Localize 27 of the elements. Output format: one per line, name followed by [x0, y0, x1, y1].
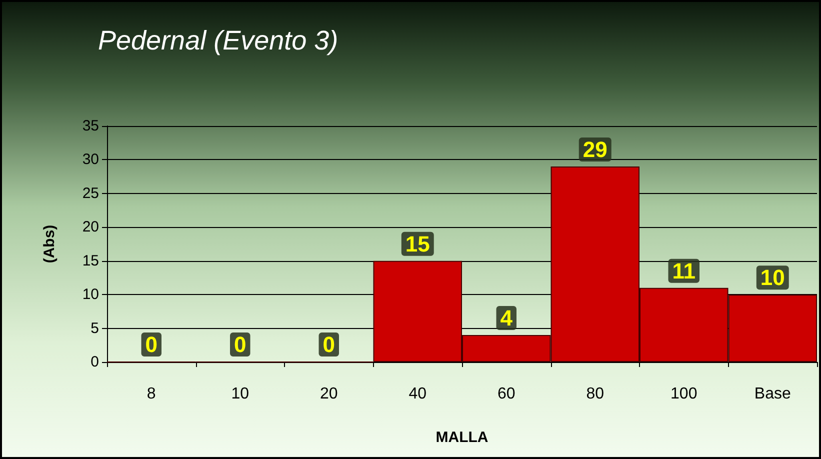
y-tick-label: 25: [82, 184, 99, 202]
x-axis-title: MALLA: [436, 429, 488, 446]
data-label: 0: [145, 332, 158, 357]
y-tick-label: 20: [82, 218, 99, 236]
x-tick-label: 10: [231, 386, 250, 402]
data-label: 0: [322, 332, 335, 357]
y-tick-label: 5: [90, 320, 99, 337]
data-label: 11: [672, 258, 696, 284]
x-tick-label: 60: [497, 386, 516, 402]
data-label: 0: [234, 332, 246, 357]
x-tick-label: 80: [586, 386, 604, 402]
x-tick-label: 100: [670, 386, 698, 402]
y-tick-label: 10: [82, 286, 99, 304]
x-tick-label: Base: [754, 386, 791, 402]
data-label: 4: [500, 306, 514, 331]
x-tick-label: 20: [320, 386, 338, 402]
y-tick-label: 35: [82, 118, 99, 134]
data-label: 15: [405, 231, 430, 256]
x-tick-label: 40: [408, 386, 427, 402]
y-axis-title: (Abs): [41, 224, 58, 264]
chart-title: Pedernal (Evento 3): [98, 26, 338, 56]
x-tick-label: 8: [146, 386, 156, 402]
y-tick-label: 0: [90, 354, 99, 370]
data-label: 10: [760, 265, 785, 290]
y-tick-label: 15: [82, 252, 99, 270]
y-tick-label: 30: [82, 151, 99, 168]
data-label: 29: [582, 136, 608, 162]
